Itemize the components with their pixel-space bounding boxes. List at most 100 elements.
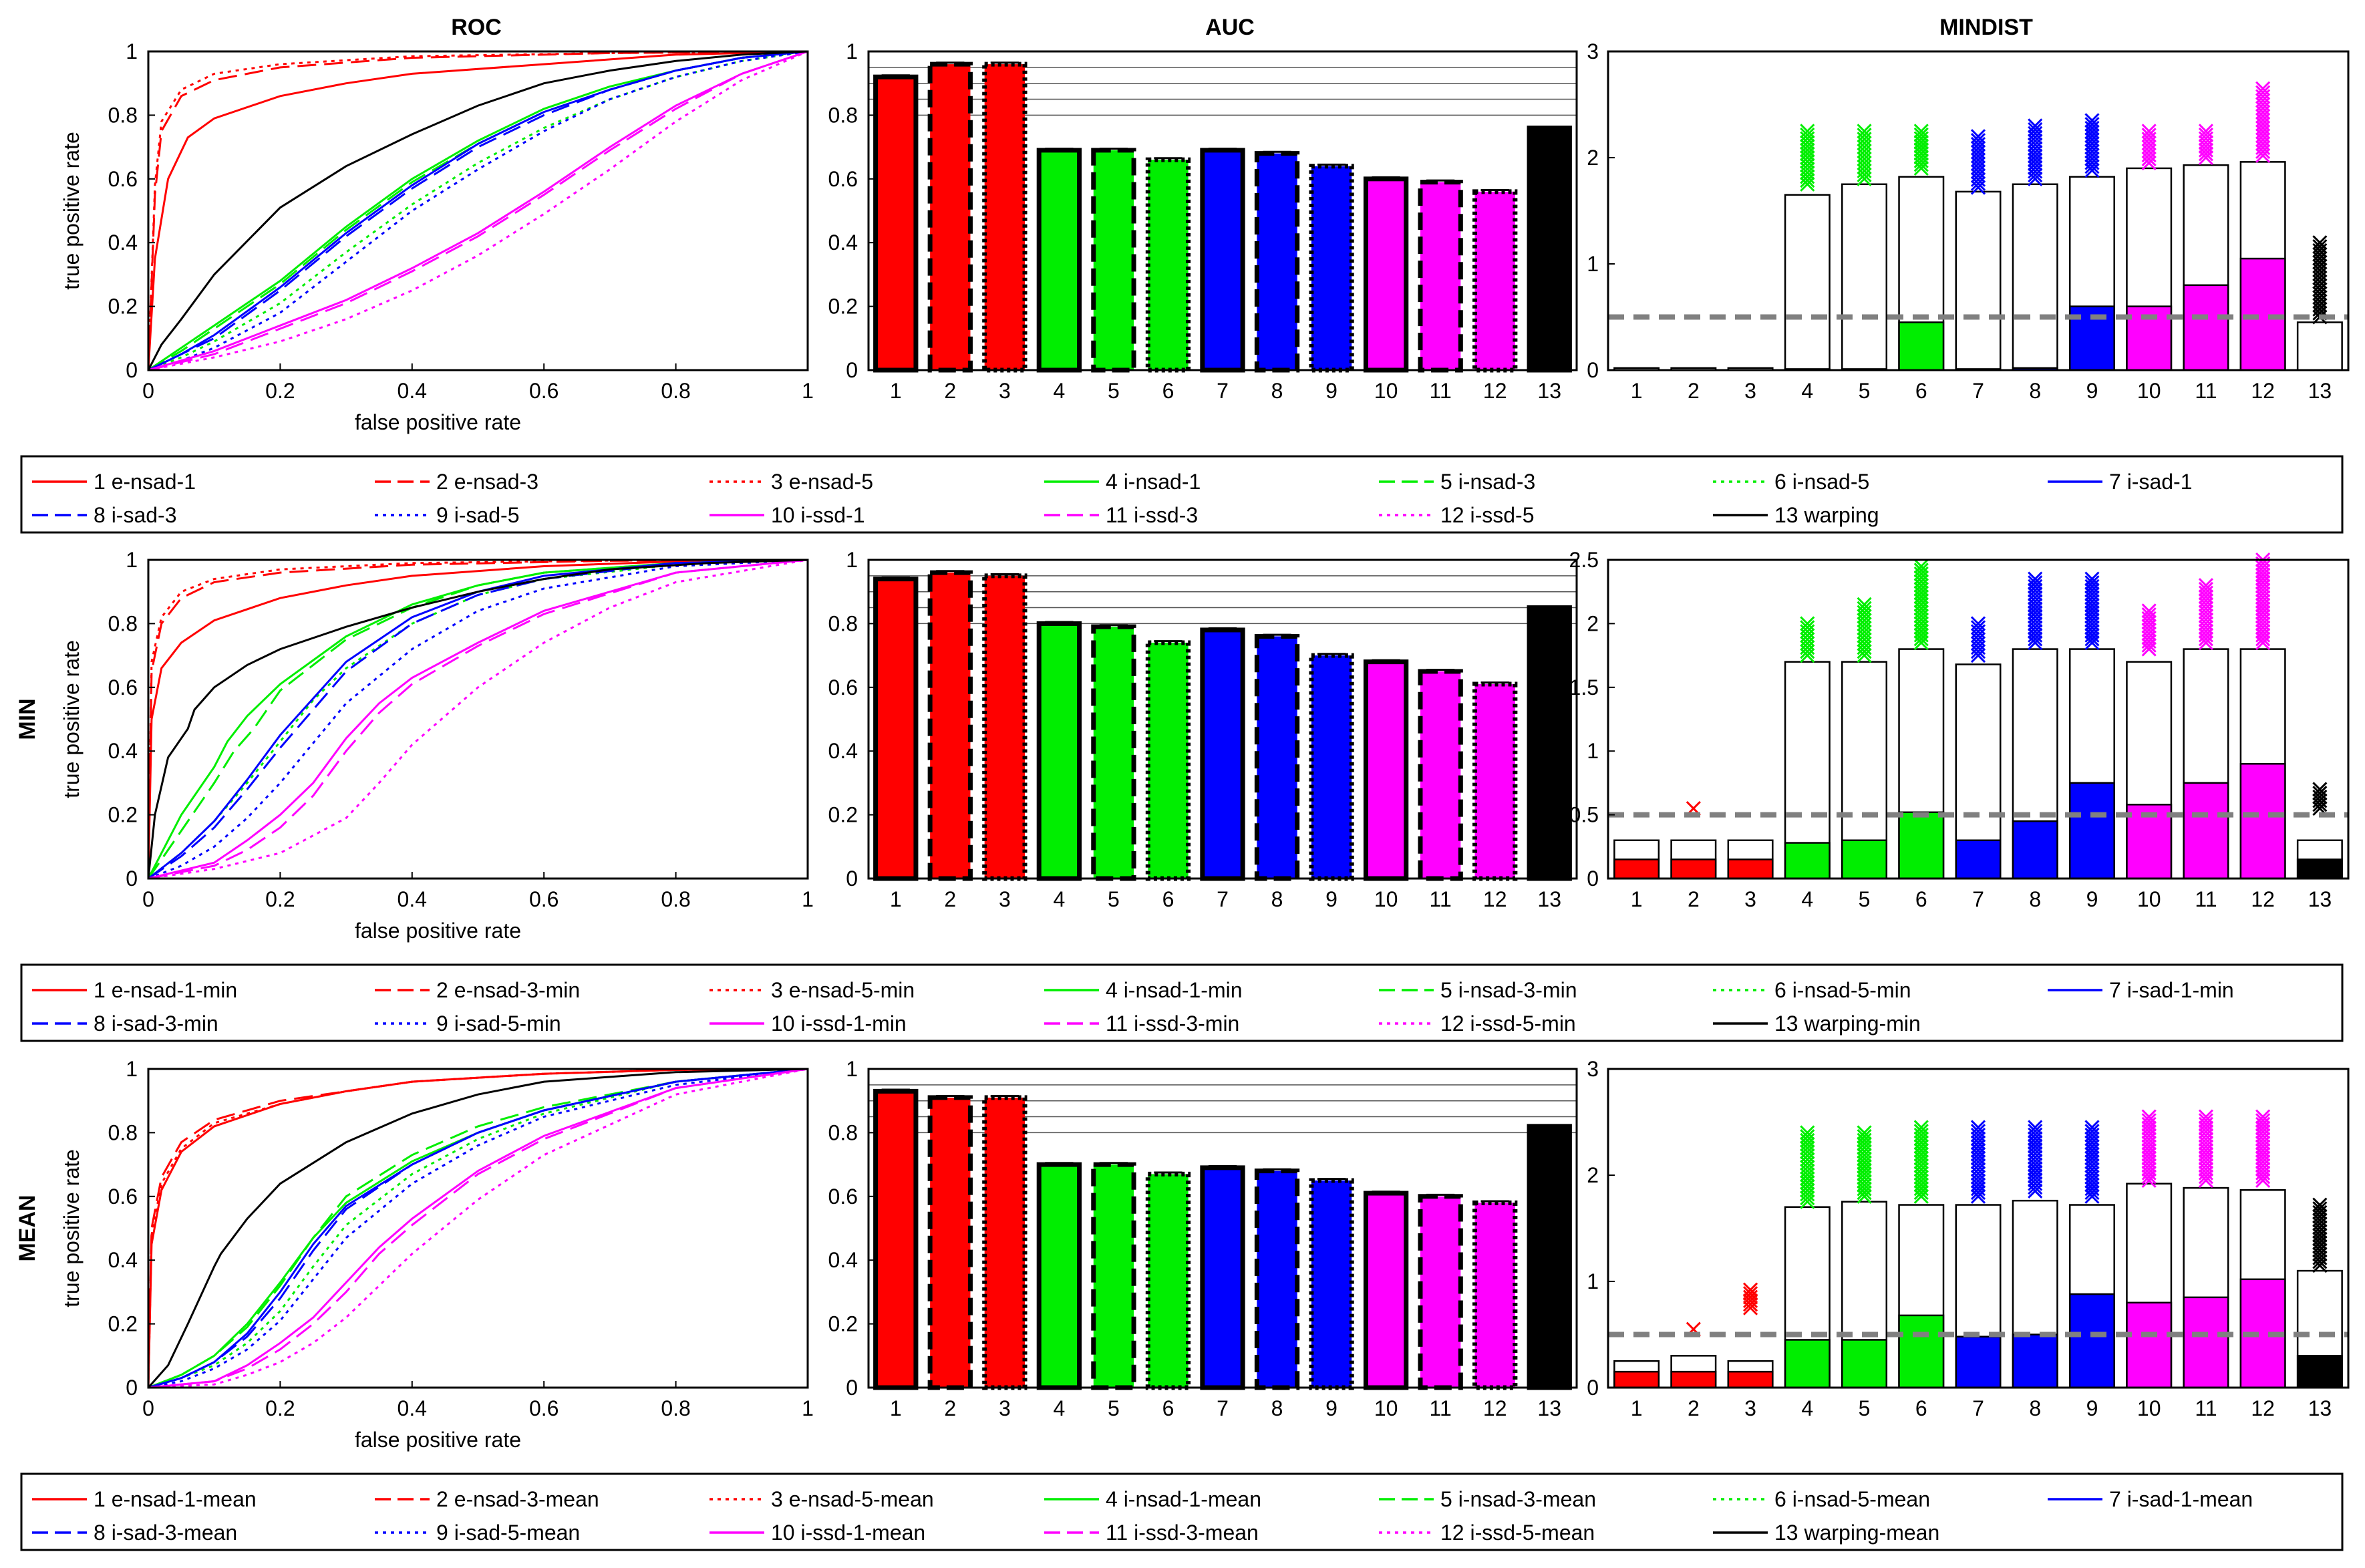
roc-series-7 — [148, 50, 808, 371]
roc-xlabel: false positive rate — [355, 919, 521, 943]
auc-xtick-label: 4 — [1053, 379, 1065, 403]
auc-ytick-label: 0.4 — [828, 739, 858, 763]
legend-item-7: 7 i-sad-1 — [2109, 470, 2193, 494]
roc-series-9 — [148, 50, 808, 371]
auc-bar-1 — [873, 1088, 919, 1390]
mindist-xtick-label: 9 — [2086, 887, 2098, 911]
mindist-xtick-label: 10 — [2137, 887, 2161, 911]
auc-xtick-label: 4 — [1053, 1396, 1065, 1420]
legend-item-6: 6 i-nsad-5 — [1774, 470, 1869, 494]
mindist-xtick-label: 6 — [1915, 887, 1927, 911]
mindist-filled-bar-12 — [2239, 763, 2286, 880]
mindist-filled-bar-9 — [2068, 782, 2115, 880]
auc-bar-10 — [1363, 176, 1409, 373]
legend: 1 e-nsad-1-min 2 e-nsad-3-min 3 e-nsad-5-m… — [20, 963, 2344, 1042]
mindist-axes-box — [1607, 559, 2350, 880]
roc-series-11 — [148, 1068, 808, 1389]
auc-xtick-label: 3 — [999, 887, 1011, 911]
auc-ytick-label: 0.2 — [828, 295, 858, 319]
roc-series-3 — [147, 559, 808, 879]
roc-ytick-label: 0.8 — [108, 1120, 138, 1144]
mindist-outlier-6 — [1913, 146, 1929, 161]
mindist-filled-bar-11 — [2183, 782, 2229, 880]
roc-xtick-label: 0.4 — [398, 887, 427, 911]
roc-ytick-label: 0.4 — [108, 1248, 138, 1272]
mindist-outlier-10 — [2141, 1113, 2157, 1128]
mindist-outlier-4 — [1800, 620, 1815, 635]
mindist-total-bar-8 — [2012, 183, 2058, 371]
auc-bar-5 — [1091, 1162, 1136, 1390]
legend-item-3: 3 e-nsad-5 — [771, 470, 873, 494]
mindist-ytick-label: 2 — [1587, 611, 1599, 635]
roc-axes-box — [147, 1068, 809, 1389]
mindist-outlier-3 — [1743, 1297, 1758, 1312]
legend-item-9: 9 i-sad-5-min — [436, 1011, 561, 1036]
auc-ytick-label: 0.4 — [828, 1248, 858, 1272]
mindist-outlier-6 — [1913, 134, 1929, 150]
auc-xtick-label: 13 — [1537, 379, 1561, 403]
auc-xtick-label: 3 — [999, 379, 1011, 403]
roc-xtick-label: 0 — [142, 887, 154, 911]
mindist-ytick-label: 0 — [1587, 358, 1599, 382]
roc-ytick-label: 0.4 — [108, 739, 138, 763]
auc-bar-9 — [1309, 164, 1354, 373]
legend-item-7: 7 i-sad-1-mean — [2109, 1487, 2253, 1511]
mindist-outlier-6 — [1913, 142, 1929, 158]
mindist-outlier-11 — [2198, 1113, 2213, 1128]
roc-series-6 — [148, 559, 808, 880]
roc-series-4 — [147, 559, 808, 879]
auc-bar-2 — [927, 1095, 973, 1390]
mindist-outlier-7 — [1970, 129, 1986, 144]
auc-xtick-label: 2 — [944, 1396, 956, 1420]
roc-ytick-label: 0.2 — [108, 295, 138, 319]
mindist-xtick-label: 1 — [1631, 1396, 1643, 1420]
roc-xtick-label: 0.6 — [529, 887, 559, 911]
mindist-outlier-7 — [1970, 620, 1986, 635]
mindist-filled-bar-2 — [1670, 1370, 1717, 1389]
auc-xtick-label: 5 — [1108, 379, 1120, 403]
auc-axes-box — [867, 559, 1578, 880]
mindist-filled-bar-6 — [1898, 321, 1945, 371]
roc-ytick-label: 0 — [126, 867, 138, 891]
mindist-outlier-12 — [2255, 85, 2271, 100]
mindist-ytick-label: 3 — [1587, 39, 1599, 63]
mindist-xtick-label: 6 — [1915, 379, 1927, 403]
legend-item-13: 13 warping-mean — [1774, 1521, 1939, 1545]
mindist-outlier-11 — [2198, 1109, 2213, 1124]
legend-item-8: 8 i-sad-3 — [94, 503, 177, 527]
mindist-xtick-label: 6 — [1915, 1396, 1927, 1420]
mindist-outlier-5 — [1857, 128, 1872, 143]
mindist-xtick-label: 12 — [2251, 379, 2275, 403]
mindist-xtick-label: 3 — [1744, 887, 1756, 911]
roc-plot: 0 0.2 0.4 0.6 0.8 1 0 0.2 0.4 0.6 0.8 1 false positi… — [15, 548, 814, 943]
mindist-outlier-10 — [2141, 128, 2157, 143]
mindist-outlier-9 — [2084, 117, 2100, 132]
legend: 1 e-nsad-1 2 e-nsad-3 3 e-nsad-5 4 i-nsad-1… — [20, 455, 2344, 534]
roc-series-8 — [148, 50, 808, 371]
auc-bar-4 — [1036, 1162, 1082, 1390]
mindist-xtick-label: 11 — [2195, 379, 2217, 403]
mindist-xtick-label: 12 — [2251, 887, 2275, 911]
legend-item-9: 9 i-sad-5-mean — [436, 1521, 580, 1545]
auc-ytick-label: 0.8 — [828, 611, 858, 635]
mindist-ytick-label: 2.5 — [1569, 548, 1599, 572]
roc-xtick-label: 1 — [802, 379, 814, 403]
roc-series-5 — [148, 50, 808, 371]
auc-bar-2 — [927, 61, 973, 373]
mindist-filled-bar-8 — [2012, 820, 2058, 880]
roc-series-13 — [147, 559, 808, 879]
mindist-xtick-label: 3 — [1744, 379, 1756, 403]
mindist-ytick-label: 0 — [1587, 1376, 1599, 1400]
roc-xtick-label: 0.8 — [661, 379, 690, 403]
roc-series-12 — [148, 559, 808, 880]
mindist-xtick-label: 13 — [2308, 379, 2332, 403]
roc-ytick-label: 0.6 — [108, 167, 138, 191]
mindist-outlier-8 — [2028, 122, 2043, 138]
mindist-xtick-label: 7 — [1972, 379, 1984, 403]
roc-series-7 — [148, 1068, 808, 1389]
mindist-filled-bar-7 — [1955, 1336, 2002, 1389]
roc-ytick-label: 0 — [126, 1376, 138, 1400]
mindist-xtick-label: 10 — [2137, 379, 2161, 403]
mindist-outlier-3 — [1743, 1282, 1758, 1297]
